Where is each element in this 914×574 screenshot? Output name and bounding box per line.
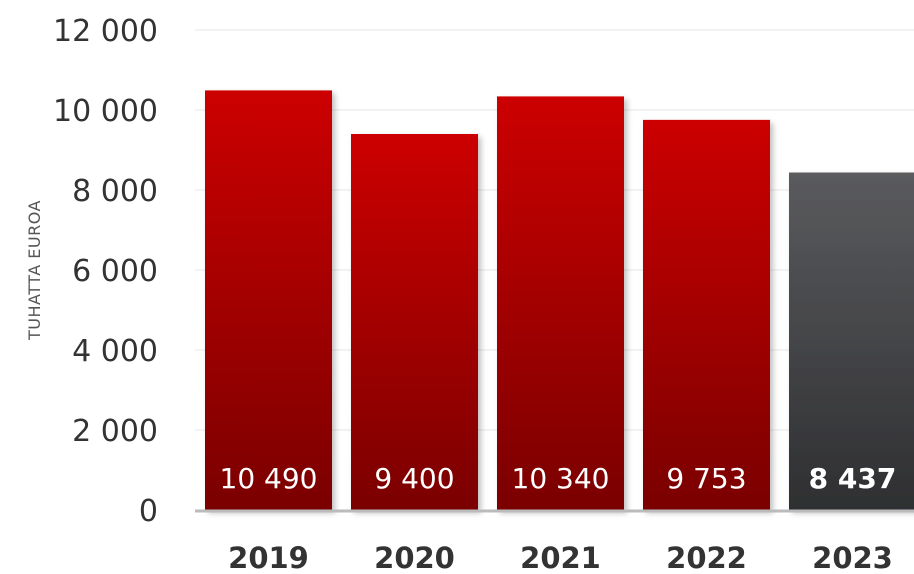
bars: 10 490 9 400 10 340 9 753 8 437 <box>205 90 914 511</box>
data-label-2021: 10 340 <box>512 462 610 495</box>
bar-2022 <box>643 119 770 510</box>
y-axis-ticks: 0 2 000 4 000 6 000 8 000 10 000 12 000 <box>53 14 158 529</box>
bar-2020 <box>351 134 478 510</box>
x-tick-label-2020: 2020 <box>374 541 455 574</box>
bar-2021 <box>497 96 624 511</box>
y-tick-label: 0 <box>139 494 158 529</box>
y-axis-label: TUHATTA EUROA <box>25 200 44 341</box>
bar-2019 <box>205 90 332 511</box>
data-label-2020: 9 400 <box>374 462 454 495</box>
x-axis-categories: 2019 2020 2021 2022 2023 <box>228 541 893 574</box>
y-tick-label: 4 000 <box>72 334 158 369</box>
y-tick-label: 2 000 <box>72 414 158 449</box>
x-tick-label-2023: 2023 <box>812 541 893 574</box>
y-tick-label: 8 000 <box>72 174 158 209</box>
data-label-2019: 10 490 <box>220 462 318 495</box>
y-tick-label: 12 000 <box>53 14 158 49</box>
bar-2023 <box>789 172 914 510</box>
y-tick-label: 6 000 <box>72 254 158 289</box>
data-label-2022: 9 753 <box>666 462 746 495</box>
x-tick-label-2019: 2019 <box>228 541 309 574</box>
x-tick-label-2021: 2021 <box>520 541 601 574</box>
x-tick-label-2022: 2022 <box>666 541 747 574</box>
y-tick-label: 10 000 <box>53 94 158 129</box>
data-label-2023: 8 437 <box>809 462 897 495</box>
